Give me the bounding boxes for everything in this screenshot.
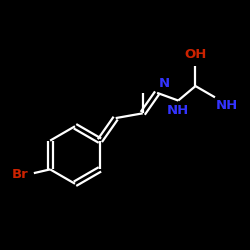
Text: Br: Br — [12, 168, 29, 181]
Text: N: N — [158, 77, 170, 90]
Text: OH: OH — [184, 48, 207, 60]
Text: NH: NH — [216, 99, 238, 112]
Text: NH: NH — [167, 104, 189, 117]
